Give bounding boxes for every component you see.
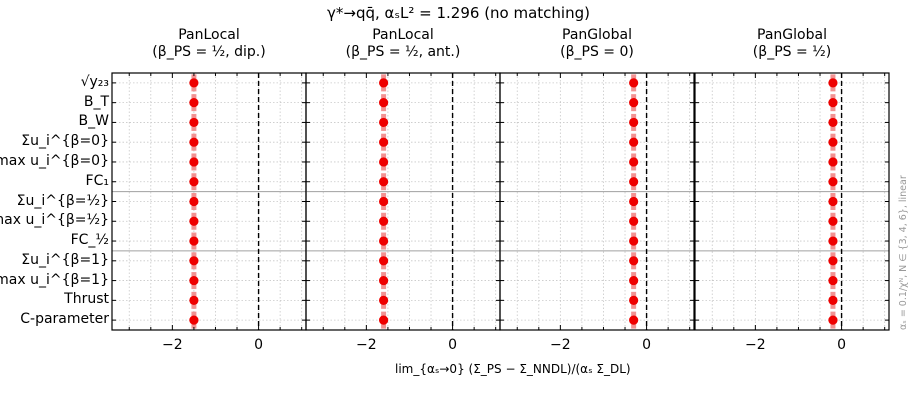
panel-4: −2 0 [694, 72, 890, 353]
data-point [189, 196, 199, 207]
observable-label: FC_½ [70, 232, 109, 249]
x-tick-label: −2 [745, 337, 766, 353]
data-point [828, 177, 838, 187]
observable-label: Σu_i^{β=0} [21, 133, 109, 150]
panel-name-1: PanLocal [178, 27, 240, 43]
panel-2: −2 0 [305, 72, 501, 353]
panel-subtitle-4: (β_PS = ½) [752, 44, 832, 60]
data-point [189, 315, 199, 325]
observable-label: max u_i^{β=0} [0, 152, 109, 169]
data-point [629, 315, 639, 325]
data-point [379, 177, 389, 187]
data-point [828, 216, 838, 226]
data-point [189, 236, 199, 246]
data-point [379, 196, 389, 207]
data-point [629, 256, 639, 266]
panel-subtitle-3: (β_PS = 0) [560, 44, 634, 60]
data-point [189, 98, 199, 108]
data-point [379, 78, 389, 88]
data-point [828, 275, 838, 286]
panel-title-4: PanGlobal (β_PS = ½) [695, 27, 889, 61]
data-point [379, 117, 389, 128]
data-point [629, 275, 639, 286]
data-point [629, 78, 639, 88]
data-point [828, 295, 838, 305]
data-point [629, 117, 639, 128]
data-point [629, 177, 639, 187]
data-point [828, 157, 838, 167]
data-point [629, 157, 639, 167]
data-point [189, 177, 199, 187]
data-point [189, 137, 199, 147]
data-point [828, 137, 838, 147]
observable-label: C-parameter [20, 311, 109, 328]
data-point [629, 236, 639, 246]
data-point [828, 256, 838, 266]
data-point [828, 236, 838, 246]
observable-label: Σu_i^{β=1} [21, 251, 109, 268]
data-point [629, 216, 639, 226]
chart-title: γ*→qq̄, αₛL² = 1.296 (no matching) [327, 4, 590, 22]
x-tick-label: 0 [837, 337, 846, 353]
x-tick-label: −2 [356, 337, 377, 353]
observable-label: B_W [78, 113, 109, 130]
observable-label: max u_i^{β=½} [0, 212, 109, 229]
data-point [189, 117, 199, 128]
panel-name-3: PanGlobal [562, 27, 632, 43]
side-note: αₛ = 0.1/χᴺ, N ∈ {3, 4, 6}, linear [898, 175, 909, 330]
data-point [379, 216, 389, 226]
data-point [629, 137, 639, 147]
observable-label: √y₂₃ [80, 73, 109, 90]
data-point [629, 196, 639, 207]
x-axis-label: lim_{αₛ→0} (Σ_PS − Σ_NNDL)/(αₛ Σ_DL) [395, 362, 631, 376]
observable-label: B_T [83, 93, 109, 110]
data-point [189, 216, 199, 226]
data-point [828, 196, 838, 207]
x-tick-label: 0 [254, 337, 263, 353]
data-point [379, 137, 389, 147]
data-point [828, 98, 838, 108]
x-tick-label: 0 [448, 337, 457, 353]
data-point [629, 295, 639, 305]
panel-subtitle-2: (β_PS = ½, ant.) [345, 44, 461, 60]
panel-name-4: PanGlobal [757, 27, 827, 43]
data-point [189, 78, 199, 88]
panel-name-2: PanLocal [372, 27, 434, 43]
observable-label: max u_i^{β=1} [0, 271, 109, 288]
data-point [828, 315, 838, 325]
data-point [629, 98, 639, 108]
data-point [189, 275, 199, 286]
data-point [379, 275, 389, 286]
panel-3: −2 0 [499, 72, 695, 353]
data-point [379, 157, 389, 167]
x-tick-label: 0 [642, 337, 651, 353]
panel-title-3: PanGlobal (β_PS = 0) [500, 27, 694, 61]
data-point [379, 236, 389, 246]
observable-label: FC₁ [85, 172, 109, 189]
x-tick-label: −2 [550, 337, 571, 353]
data-point [379, 256, 389, 266]
panel-1: −2 0 [111, 72, 307, 353]
data-point [828, 117, 838, 128]
data-point [189, 295, 199, 305]
x-tick-label: −2 [162, 337, 183, 353]
panel-title-1: PanLocal (β_PS = ½, dip.) [112, 27, 306, 61]
data-point [828, 78, 838, 88]
observable-label: Thrust [64, 291, 109, 308]
panel-title-2: PanLocal (β_PS = ½, ant.) [306, 27, 500, 61]
panel-subtitle-1: (β_PS = ½, dip.) [152, 44, 266, 60]
data-point [379, 98, 389, 108]
data-point [379, 295, 389, 305]
data-point [379, 315, 389, 325]
data-point [189, 157, 199, 167]
observable-label: Σu_i^{β=½} [16, 192, 109, 209]
data-point [189, 256, 199, 266]
